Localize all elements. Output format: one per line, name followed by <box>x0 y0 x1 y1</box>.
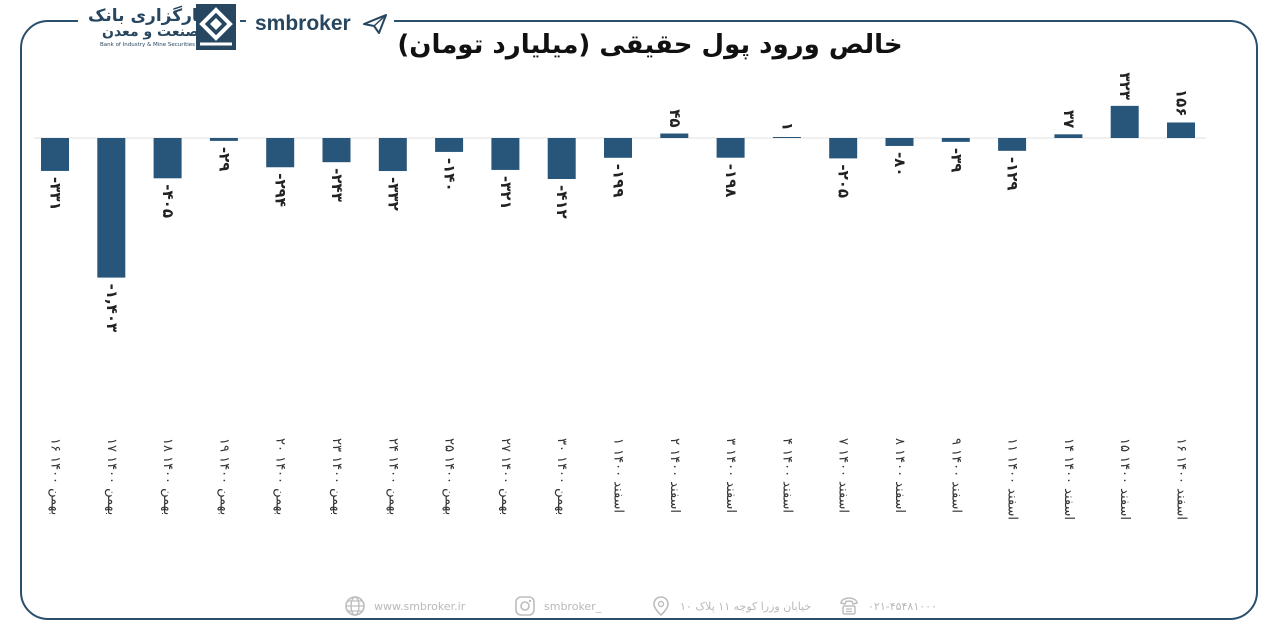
logo-name-en: Bank of Industry & Mine Securities <box>100 42 196 48</box>
category-label-9: ۲۷ بهمن ۱۴۰۰ <box>498 438 513 515</box>
category-label-18: ۱۱ اسفند ۱۴۰۰ <box>1005 438 1020 520</box>
bar-6 <box>322 138 351 163</box>
category-label-5: ۲۰ بهمن ۱۴۰۰ <box>273 438 288 515</box>
category-label-19: ۱۴ اسفند ۱۴۰۰ <box>1061 438 1076 520</box>
category-label-7: ۲۴ بهمن ۱۴۰۰ <box>385 438 400 515</box>
paper-plane-icon <box>363 14 387 34</box>
bar-7 <box>378 138 407 172</box>
data-label-15: -۲۰۵ <box>835 164 853 198</box>
footer-website-text: www.smbroker.ir <box>374 599 466 613</box>
category-label-3: ۱۸ بهمن ۱۴۰۰ <box>160 438 175 515</box>
data-label-16: -۸۰ <box>891 152 909 177</box>
category-label-13: ۳ اسفند ۱۴۰۰ <box>723 438 738 513</box>
bar-9 <box>491 138 520 170</box>
data-label-12: ۴۵ <box>666 109 684 127</box>
chart-title: خالص ورود پول حقیقی (میلیارد تومان) <box>397 30 903 60</box>
data-label-9: -۳۲۱ <box>497 176 515 210</box>
data-label-1: -۳۳۱ <box>47 177 65 211</box>
data-label-2: -۱,۴۰۳ <box>103 284 121 333</box>
category-label-4: ۱۹ بهمن ۱۴۰۰ <box>216 438 231 515</box>
data-label-20: ۳۲۳ <box>1116 72 1134 99</box>
chart-frame <box>20 20 1258 620</box>
bar-21 <box>1167 122 1195 138</box>
category-label-16: ۸ اسفند ۱۴۰۰ <box>892 438 907 513</box>
data-label-11: -۱۹۹ <box>610 164 628 198</box>
category-label-6: ۲۳ بهمن ۱۴۰۰ <box>329 438 344 515</box>
footer-phone-text: ۰۲۱-۴۵۴۸۱۰۰۰ <box>868 599 937 613</box>
bar-19 <box>1054 134 1083 138</box>
bank-logo-icon <box>196 4 236 50</box>
category-label-11: ۱ اسفند ۱۴۰۰ <box>611 438 626 513</box>
footer-address-text: خیابان وزرا کوچه ۱۱ پلاک ۱۰ <box>680 599 812 613</box>
category-label-10: ۳۰ بهمن ۱۴۰۰ <box>554 438 569 515</box>
category-label-21: ۱۶ اسفند ۱۴۰۰ <box>1174 438 1189 520</box>
location-pin-icon <box>653 596 669 617</box>
data-label-19: ۳۷ <box>1060 110 1078 128</box>
data-label-10: -۴۱۲ <box>553 185 571 219</box>
bar-3 <box>153 138 182 179</box>
data-label-21: ۱۵۶ <box>1173 89 1191 116</box>
bar-17 <box>941 138 970 142</box>
globe-icon <box>345 596 365 616</box>
data-label-4: -۲۹ <box>215 147 233 172</box>
data-label-5: -۲۹۴ <box>272 173 290 207</box>
category-label-20: ۱۵ اسفند ۱۴۰۰ <box>1117 438 1132 520</box>
logo-name-fa-line1: کارگزاری بانک <box>88 6 209 26</box>
category-label-8: ۲۵ بهمن ۱۴۰۰ <box>442 438 457 515</box>
bar-15 <box>829 138 858 159</box>
data-label-8: -۱۴۰ <box>441 158 459 192</box>
bar-20 <box>1110 105 1139 138</box>
bar-11 <box>604 138 632 158</box>
bar-2 <box>97 138 126 278</box>
footer-address: خیابان وزرا کوچه ۱۱ پلاک ۱۰ <box>650 594 811 618</box>
footer-instagram-text: smbroker_ <box>544 599 602 613</box>
category-label-1: ۱۶ بهمن ۱۴۰۰ <box>48 438 63 515</box>
data-label-13: -۱۹۸ <box>722 164 740 198</box>
data-label-18: -۱۲۹ <box>1004 157 1022 191</box>
footer-phone[interactable]: ۰۲۱-۴۵۴۸۱۰۰۰ <box>838 594 937 618</box>
data-label-14: ۱ <box>778 122 796 131</box>
phone-icon <box>840 597 858 615</box>
bar-12 <box>660 133 689 138</box>
footer-instagram[interactable]: smbroker_ <box>514 594 601 618</box>
category-label-2: ۱۷ بهمن ۱۴۰۰ <box>104 438 119 515</box>
bar-5 <box>266 138 295 168</box>
data-label-3: -۴۰۵ <box>159 184 177 218</box>
category-label-17: ۹ اسفند ۱۴۰۰ <box>948 438 963 513</box>
category-label-14: ۴ اسفند ۱۴۰۰ <box>779 438 794 513</box>
bar-16 <box>885 138 914 146</box>
bar-10 <box>547 138 576 179</box>
instagram-icon <box>515 596 535 616</box>
logo-name-fa-line2: صنعت و معدن <box>102 24 200 40</box>
bar-8 <box>435 138 464 152</box>
bar-18 <box>998 138 1027 151</box>
bar-14 <box>772 137 801 138</box>
category-label-12: ۲ اسفند ۱۴۰۰ <box>667 438 682 513</box>
bar-1 <box>41 138 69 171</box>
brand-name: smbroker <box>255 12 351 35</box>
data-label-6: -۲۴۳ <box>328 168 346 202</box>
data-label-7: -۳۳۲ <box>384 177 402 211</box>
data-label-17: -۳۹ <box>947 148 965 173</box>
footer-website[interactable]: www.smbroker.ir <box>344 594 465 618</box>
bar-13 <box>716 138 745 158</box>
bar-4 <box>209 138 238 141</box>
category-label-15: ۷ اسفند ۱۴۰۰ <box>836 438 851 513</box>
